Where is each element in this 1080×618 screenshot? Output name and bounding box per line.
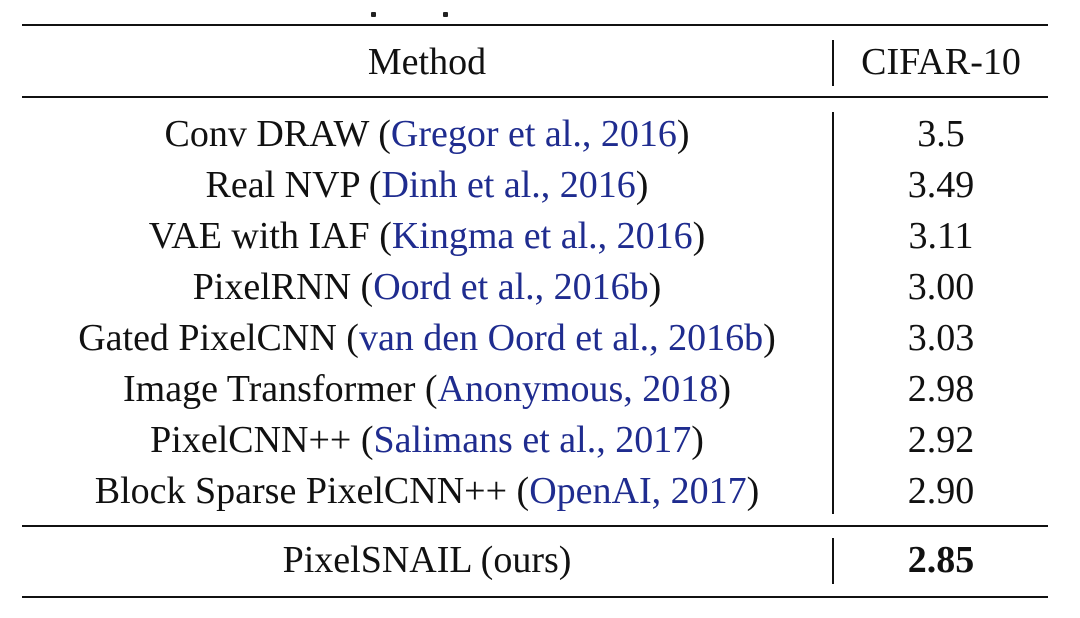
crop-dot [443, 12, 448, 17]
method-cell: PixelCNN++ (Salimans et al., 2017) [150, 419, 704, 461]
method-name: Conv DRAW [164, 113, 369, 155]
header-row: Method CIFAR-10 [22, 36, 1048, 88]
citation-link[interactable]: Anonymous, 2018 [437, 368, 719, 410]
method-cell: Conv DRAW (Gregor et al., 2016) [164, 113, 690, 155]
score-cell: 3.00 [907, 266, 975, 308]
cropped-text-remnant [0, 12, 1080, 20]
citation-link[interactable]: Salimans et al., 2017 [373, 419, 692, 461]
score-cell: 3.03 [907, 317, 975, 359]
method-cell: PixelRNN (Oord et al., 2016b) [192, 266, 662, 308]
citation-link[interactable]: Kingma et al., 2016 [391, 215, 693, 257]
table-row: Conv DRAW (Gregor et al., 2016) 3.5 [22, 108, 1048, 160]
table-row: Gated PixelCNN (van den Oord et al., 201… [22, 312, 1048, 364]
method-name: Gated PixelCNN [78, 317, 337, 359]
final-method: PixelSNAIL (ours) [282, 539, 572, 581]
citation-link[interactable]: Oord et al., 2016b [373, 266, 649, 308]
method-cell: Real NVP (Dinh et al., 2016) [205, 164, 649, 206]
method-name: PixelRNN [192, 266, 352, 308]
crop-dot [371, 12, 376, 17]
citation-link[interactable]: Gregor et al., 2016 [390, 113, 677, 155]
method-name: Real NVP [205, 164, 360, 206]
score-cell: 3.11 [908, 215, 974, 257]
table-row: Image Transformer (Anonymous, 2018) 2.98 [22, 363, 1048, 415]
citation-link[interactable]: Dinh et al., 2016 [381, 164, 636, 206]
method-cell: Block Sparse PixelCNN++ (OpenAI, 2017) [94, 470, 760, 512]
method-name: PixelCNN++ [150, 419, 352, 461]
score-cell: 3.49 [907, 164, 975, 206]
table-row: Block Sparse PixelCNN++ (OpenAI, 2017) 2… [22, 465, 1048, 517]
body-column-divider [832, 112, 834, 514]
score-cell: 2.90 [907, 470, 975, 512]
header-method: Method [367, 41, 487, 83]
mid-rule [22, 525, 1048, 527]
header-rule [22, 96, 1048, 98]
score-cell: 2.92 [907, 419, 975, 461]
method-name: Image Transformer [123, 368, 416, 410]
citation-link[interactable]: van den Oord et al., 2016b [358, 317, 764, 359]
table-row: PixelCNN++ (Salimans et al., 2017) 2.92 [22, 414, 1048, 466]
method-cell: VAE with IAF (Kingma et al., 2016) [148, 215, 706, 257]
final-column-divider [832, 538, 834, 584]
method-cell: Image Transformer (Anonymous, 2018) [123, 368, 731, 410]
score-cell: 2.98 [907, 368, 975, 410]
citation-link[interactable]: OpenAI, 2017 [529, 470, 747, 512]
table-row: Real NVP (Dinh et al., 2016) 3.49 [22, 159, 1048, 211]
table-row: PixelRNN (Oord et al., 2016b) 3.00 [22, 261, 1048, 313]
method-name: VAE with IAF [148, 215, 370, 257]
header-dataset: CIFAR-10 [861, 41, 1021, 83]
bottom-rule [22, 596, 1048, 598]
final-row: PixelSNAIL (ours) 2.85 [22, 534, 1048, 586]
top-rule [22, 24, 1048, 26]
method-name: Block Sparse PixelCNN++ [94, 470, 508, 512]
header-column-divider [832, 40, 834, 86]
table-row: VAE with IAF (Kingma et al., 2016) 3.11 [22, 210, 1048, 262]
final-score: 2.85 [907, 539, 975, 581]
score-cell: 3.5 [917, 113, 965, 155]
method-cell: Gated PixelCNN (van den Oord et al., 201… [78, 317, 776, 359]
